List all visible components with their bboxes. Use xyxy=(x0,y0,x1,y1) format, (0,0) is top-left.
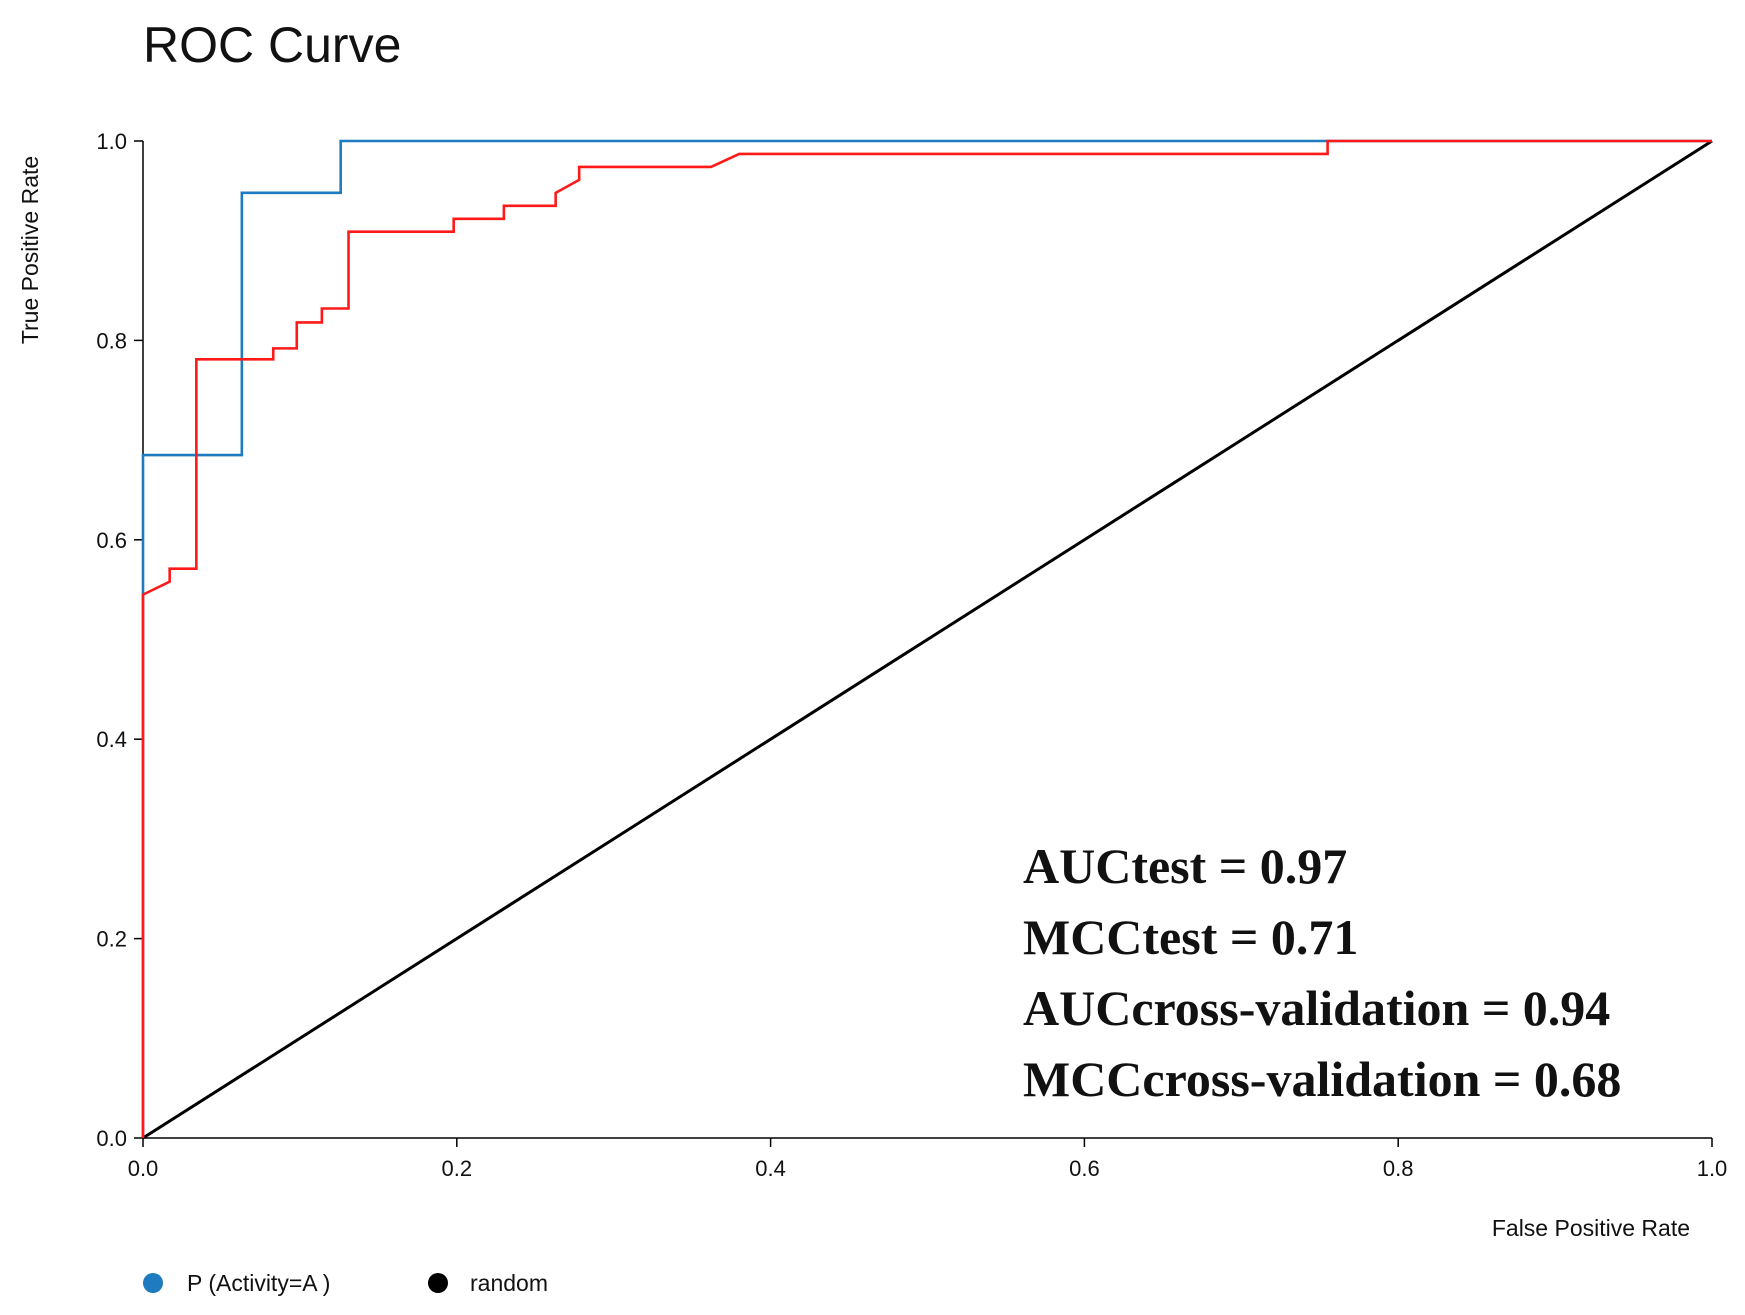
annotations: AUCtest = 0.97 MCCtest = 0.71 AUCcross-v… xyxy=(1023,838,1621,1107)
legend-label-p-activity: P (Activity=A ) xyxy=(187,1270,330,1296)
x-tick-label-0: 0.0 xyxy=(128,1156,159,1181)
x-tick-label-3: 0.6 xyxy=(1069,1156,1100,1181)
legend-marker-p-activity xyxy=(143,1273,163,1293)
annotation-auc-cv: AUCcross-validation = 0.94 xyxy=(1023,980,1610,1036)
x-tick-label-5: 1.0 xyxy=(1697,1156,1728,1181)
y-tick-label-4: 0.8 xyxy=(96,328,127,353)
legend-label-random: random xyxy=(470,1270,548,1296)
series-line-p-activity-a xyxy=(141,139,1712,1138)
legend-marker-random xyxy=(428,1273,448,1293)
annotation-auc-test: AUCtest = 0.97 xyxy=(1023,838,1347,894)
x-axis-title: False Positive Rate xyxy=(1492,1215,1690,1241)
x-ticks: 0.0 0.2 0.4 0.6 0.8 1.0 xyxy=(128,1138,1728,1181)
y-tick-label-1: 0.2 xyxy=(96,927,127,952)
series-line-random xyxy=(142,139,1713,1140)
y-axis-title: True Positive Rate xyxy=(17,156,43,344)
y-tick-label-0: 0.0 xyxy=(96,1126,127,1151)
series-layer xyxy=(141,139,1713,1140)
y-tick-label-3: 0.6 xyxy=(96,528,127,553)
y-tick-label-5: 1.0 xyxy=(96,129,127,154)
annotation-mcc-test: MCCtest = 0.71 xyxy=(1023,909,1358,965)
annotation-mcc-cv: MCCcross-validation = 0.68 xyxy=(1023,1051,1621,1107)
chart-title: ROC Curve xyxy=(143,17,401,73)
x-tick-label-2: 0.4 xyxy=(755,1156,786,1181)
legend: P (Activity=A ) random xyxy=(143,1270,548,1296)
x-tick-label-1: 0.2 xyxy=(442,1156,473,1181)
y-ticks: 0.0 0.2 0.4 0.6 0.8 1.0 xyxy=(96,129,143,1151)
series-line-cross-validation xyxy=(141,139,1712,1138)
x-tick-label-4: 0.8 xyxy=(1383,1156,1414,1181)
y-tick-label-2: 0.4 xyxy=(96,727,127,752)
